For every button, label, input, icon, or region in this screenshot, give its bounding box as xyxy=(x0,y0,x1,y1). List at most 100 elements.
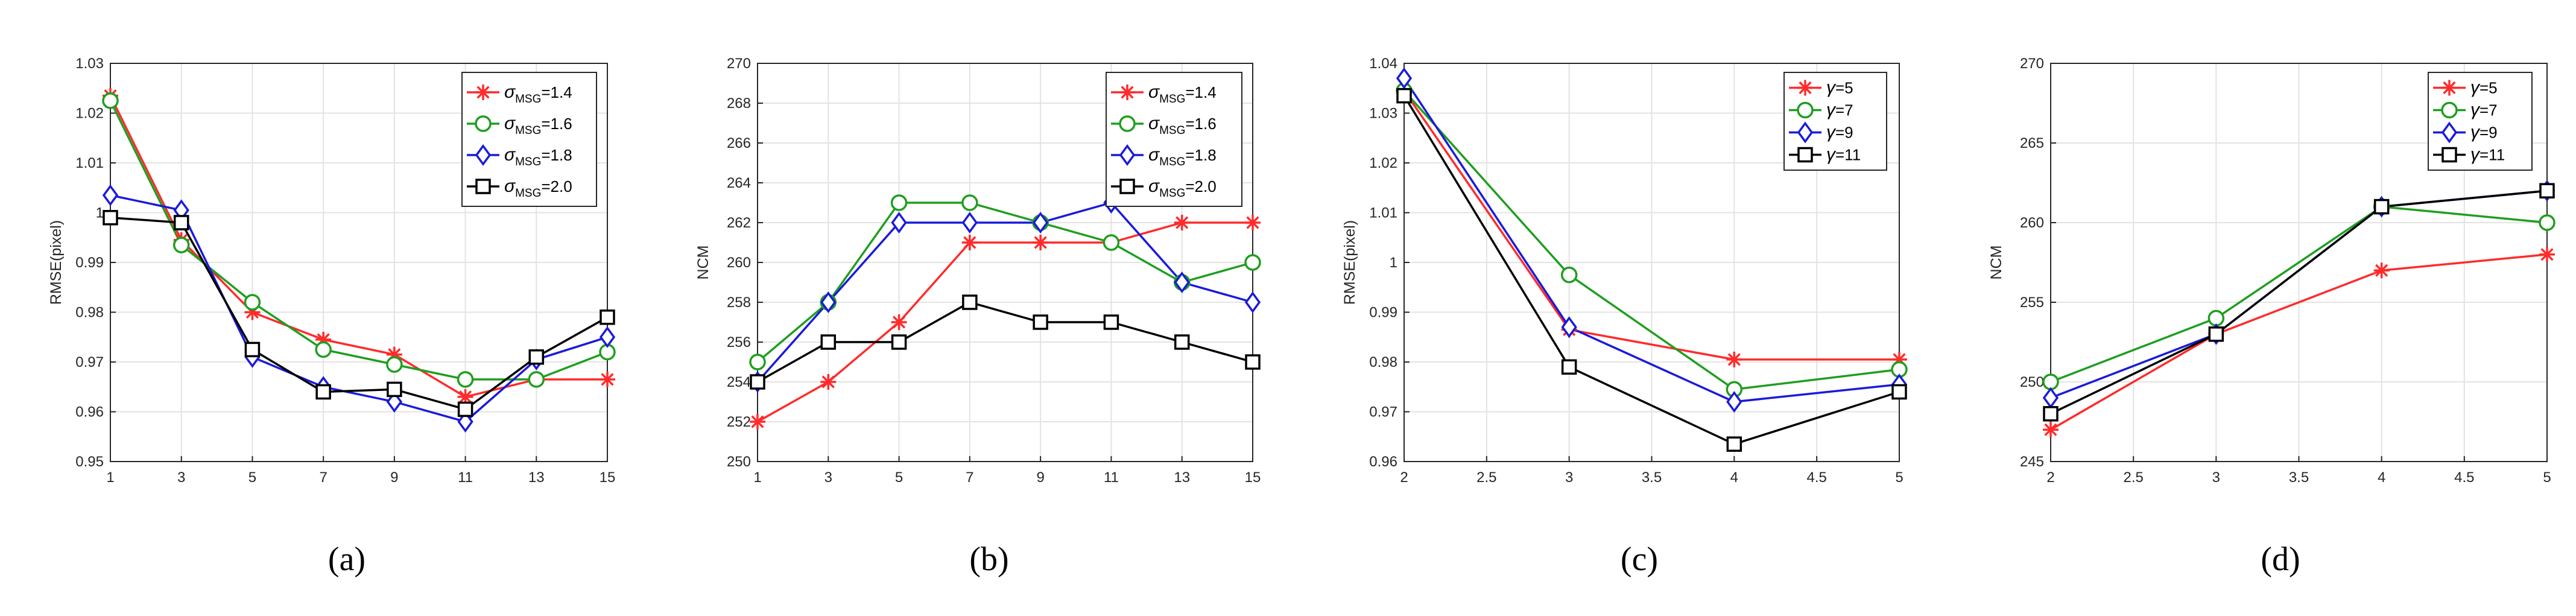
data-point xyxy=(1244,254,1261,271)
data-point xyxy=(2373,262,2390,279)
legend-entry: γ=7 xyxy=(2470,100,2498,120)
data-point xyxy=(387,381,402,398)
x-tick-label: 1 xyxy=(753,469,761,486)
data-point xyxy=(1891,384,1907,400)
data-point xyxy=(2207,310,2225,327)
y-tick-label: 252 xyxy=(727,414,751,430)
series-line-2 xyxy=(109,100,608,381)
y-tick-label: 1.03 xyxy=(75,56,104,72)
x-tick-label: 5 xyxy=(1895,469,1903,486)
legend-marker xyxy=(2441,101,2458,119)
data-point xyxy=(244,304,261,320)
y-tick-label: 270 xyxy=(2020,56,2044,72)
data-point xyxy=(457,401,473,418)
legend-entry: σMSG=1.4 xyxy=(504,82,572,106)
x-tick-label: 9 xyxy=(390,469,398,486)
data-point xyxy=(599,326,616,348)
series-line-4 xyxy=(2050,189,2548,415)
x-tick-label: 7 xyxy=(966,469,973,486)
data-point xyxy=(749,354,766,370)
chart-panel-1: 1 3 5 7 9 11 13 150.950.960.970.980.9911.011.02… xyxy=(48,56,616,578)
data-point xyxy=(1033,235,1049,250)
data-point xyxy=(2042,373,2059,390)
series-line-2 xyxy=(1403,90,1900,391)
legend-entry: γ=11 xyxy=(2470,145,2505,165)
legend-entry: σMSG=1.4 xyxy=(1148,82,1217,106)
data-point xyxy=(103,210,118,226)
data-point xyxy=(962,294,978,310)
y-tick-label: 265 xyxy=(2020,135,2044,151)
y-tick-label: 264 xyxy=(727,175,751,191)
series-line-2 xyxy=(756,202,1253,363)
data-point xyxy=(1726,391,1742,413)
data-point xyxy=(1891,351,1907,367)
data-point xyxy=(820,334,837,350)
y-tick-label: 254 xyxy=(727,374,751,390)
x-tick-label: 15 xyxy=(1245,469,1261,486)
x-tick-label: 7 xyxy=(319,469,327,486)
series-line-3 xyxy=(110,194,608,423)
data-point xyxy=(1103,314,1119,330)
legend-marker xyxy=(1797,147,1813,163)
series-line-2 xyxy=(2050,205,2548,383)
legend-entry: σMSG=1.8 xyxy=(1148,145,1217,168)
data-point xyxy=(315,341,332,358)
chart-panel-2: 1 3 5 7 9 11 13 1525025225425625826026226426626… xyxy=(695,56,1261,578)
y-tick-label: 0.99 xyxy=(75,255,104,271)
data-point xyxy=(102,92,119,109)
data-point xyxy=(2539,214,2555,231)
data-point xyxy=(457,371,474,388)
y-tick-label: 0.96 xyxy=(1369,454,1397,470)
data-point xyxy=(2208,326,2224,342)
x-tick-label: 2.5 xyxy=(2123,469,2143,486)
data-point xyxy=(750,374,765,390)
data-point xyxy=(315,331,332,348)
legend-marker xyxy=(1797,101,1814,119)
data-point xyxy=(1561,316,1577,338)
y-axis-label: NCM xyxy=(1988,246,2005,280)
legend-marker xyxy=(2442,147,2457,163)
data-point xyxy=(891,212,907,233)
x-tick-label: 11 xyxy=(1104,469,1119,486)
data-point xyxy=(102,184,119,206)
data-point xyxy=(1396,87,1412,104)
y-tick-label: 0.97 xyxy=(1369,404,1397,421)
y-tick-label: 0.98 xyxy=(1369,354,1397,370)
y-tick-label: 250 xyxy=(727,454,751,470)
data-point xyxy=(528,349,545,365)
y-tick-label: 270 xyxy=(727,56,751,72)
data-point xyxy=(2539,246,2555,262)
data-point xyxy=(315,384,331,400)
x-tick-label: 4 xyxy=(2378,469,2385,486)
data-point xyxy=(961,235,978,250)
series-line-1 xyxy=(1403,90,1899,361)
legend: σMSG=1.4 σMSG=1.6 σMSG=1.8 σMSG=2.0 xyxy=(461,72,597,207)
panel-caption: (d) xyxy=(2261,541,2300,578)
y-tick-label: 1.02 xyxy=(1369,155,1397,171)
x-tick-label: 4 xyxy=(1730,469,1738,486)
data-point xyxy=(244,341,261,358)
x-tick-label: 11 xyxy=(458,469,473,486)
x-tick-label: 4.5 xyxy=(1806,469,1826,486)
legend-entry: γ=11 xyxy=(1826,145,1861,165)
x-tick-label: 2.5 xyxy=(1476,469,1496,486)
legend-marker xyxy=(1119,179,1135,194)
y-tick-label: 256 xyxy=(727,334,751,351)
y-tick-label: 258 xyxy=(727,294,751,311)
series-line-3 xyxy=(756,202,1253,383)
legend-marker xyxy=(1797,80,1813,96)
x-tick-label: 1 xyxy=(106,469,114,486)
x-tick-label: 3 xyxy=(1565,469,1573,486)
legend: σMSG=1.4 σMSG=1.6 σMSG=1.8 σMSG=2.0 xyxy=(1106,72,1242,207)
data-point xyxy=(1726,351,1742,367)
chart-panel-3: 2 2.5 3 3.5 4 4.5 5 0.96 0.97 0.98 0.99 1 1.01 1.02 1.… xyxy=(1341,56,1908,578)
data-point xyxy=(2539,183,2555,198)
legend-marker xyxy=(475,84,491,100)
legend-entry: σMSG=2.0 xyxy=(1148,176,1217,200)
y-tick-label: 260 xyxy=(727,255,751,271)
x-tick-label: 4.5 xyxy=(2454,469,2474,486)
data-point xyxy=(173,215,189,230)
data-point xyxy=(891,314,907,330)
data-point xyxy=(244,294,261,311)
